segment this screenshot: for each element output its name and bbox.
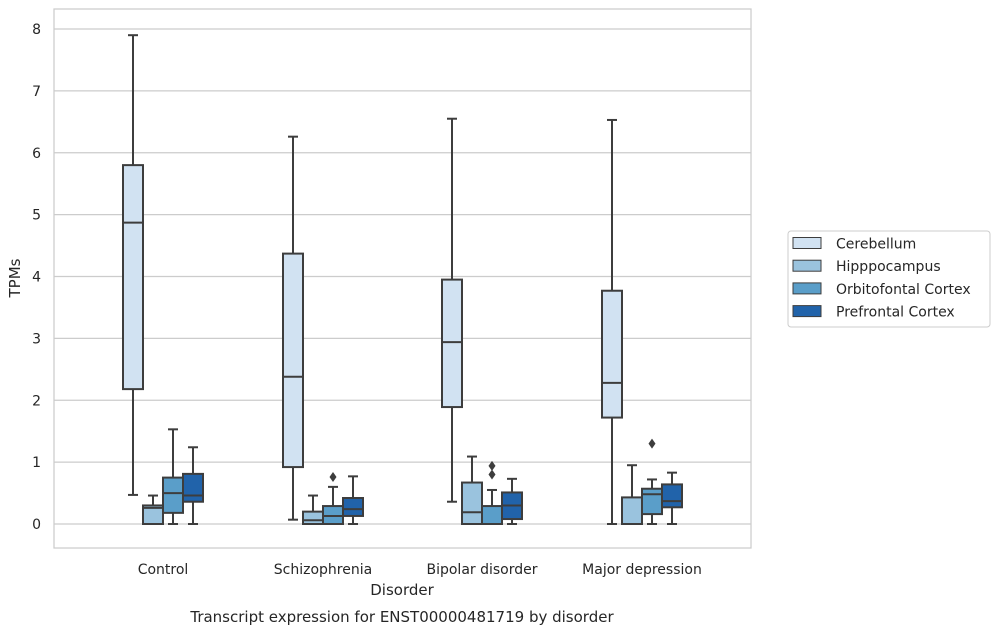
- box-iqr: [481, 505, 503, 525]
- legend-label: Hipppocampus: [836, 259, 941, 275]
- plot-area-frame: [53, 8, 752, 549]
- box-1-0: [142, 494, 164, 525]
- x-tick-labels: Control Schizophrenia Bipolar disorder Majo…: [138, 562, 702, 578]
- box-2-0: [162, 428, 184, 525]
- outlier-point: [488, 460, 496, 471]
- box-iqr: [641, 487, 663, 516]
- series-group: [122, 34, 623, 525]
- y-tick-label: 3: [32, 331, 41, 347]
- box-3-0: [182, 446, 204, 525]
- outlier-point: [648, 438, 656, 449]
- box-0-1: [282, 135, 304, 521]
- box-0-0: [122, 34, 144, 496]
- legend-frame: [787, 230, 991, 328]
- series-group: [182, 446, 683, 525]
- legend-label: Orbitofontal Cortex: [836, 282, 971, 298]
- y-tick-label: 0: [32, 517, 41, 533]
- box-iqr: [621, 496, 643, 525]
- y-tick-label: 1: [32, 455, 41, 471]
- legend-swatch: [792, 305, 822, 318]
- box-0-3: [601, 118, 623, 525]
- box-iqr: [441, 278, 463, 409]
- box-iqr: [601, 289, 623, 419]
- box-iqr: [182, 472, 204, 503]
- x-tick-label: Control: [138, 562, 189, 578]
- x-tick-label: Major depression: [582, 562, 702, 578]
- legend-label: Prefrontal Cortex: [836, 305, 955, 321]
- y-tick-labels: 0 1 2 3 4 5 6 7 8: [32, 22, 41, 533]
- legend-swatch: [792, 259, 822, 272]
- box-3-3: [661, 471, 683, 525]
- outlier-point: [329, 471, 337, 482]
- outlier-point: [488, 469, 496, 480]
- y-tick-label: 2: [32, 393, 41, 409]
- y-tick-label: 5: [32, 208, 41, 224]
- y-tick-label: 8: [32, 22, 41, 38]
- chart-caption: Transcript expression for ENST0000048171…: [189, 608, 614, 626]
- box-iqr: [162, 476, 184, 514]
- x-tick-label: Bipolar disorder: [426, 562, 537, 578]
- box-iqr: [142, 504, 164, 525]
- y-tick-label: 4: [32, 270, 41, 286]
- legend-swatch: [792, 237, 822, 249]
- series-group: [162, 428, 663, 525]
- box-iqr: [302, 510, 324, 525]
- box-plot-series: [122, 34, 683, 526]
- box-iqr: [342, 497, 364, 517]
- box-3-1: [342, 475, 364, 525]
- box-1-3: [621, 464, 643, 525]
- y-axis-label: TPMs: [6, 258, 24, 298]
- x-axis-label: Disorder: [370, 581, 434, 599]
- legend-label: Cerebellum: [836, 237, 916, 253]
- legend: Cerebellum Hipppocampus Orbitofontal Corte…: [787, 230, 991, 328]
- box-2-1: [322, 471, 344, 525]
- x-tick-label: Schizophrenia: [274, 562, 372, 578]
- box-iqr: [122, 164, 144, 391]
- series-group: [142, 455, 643, 526]
- box-2-2: [481, 460, 503, 525]
- box-iqr: [282, 252, 304, 469]
- y-tick-label: 7: [32, 84, 41, 100]
- box-iqr: [461, 481, 483, 526]
- legend-swatch: [792, 282, 822, 295]
- box-3-2: [501, 477, 523, 525]
- box-iqr: [661, 483, 683, 509]
- box-0-2: [441, 117, 463, 503]
- y-tick-label: 6: [32, 146, 41, 162]
- box-1-2: [461, 455, 483, 526]
